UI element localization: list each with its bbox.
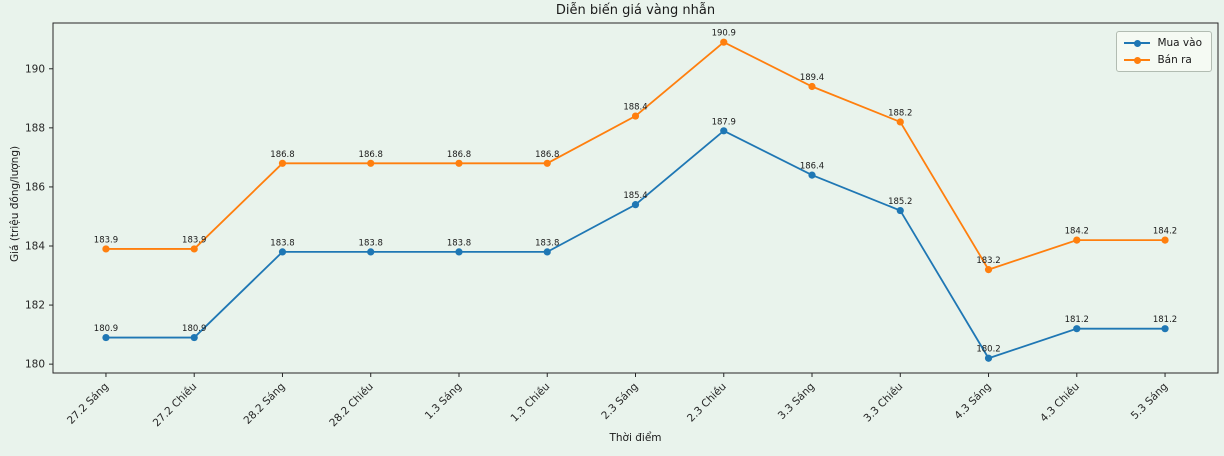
y-tick-label: 188 <box>25 122 45 134</box>
data-point-marker <box>278 159 287 167</box>
data-point-marker <box>808 171 816 179</box>
data-point-label: 183.9 <box>182 235 206 245</box>
x-tick-label: 5.3 Sáng <box>1129 381 1170 422</box>
data-point-label: 185.2 <box>888 197 912 207</box>
x-tick-label: 27.2 Sáng <box>65 381 111 427</box>
data-point-label: 180.9 <box>182 324 206 334</box>
data-point-label: 190.9 <box>712 29 736 39</box>
x-axis-title: Thời điểm <box>609 432 662 444</box>
data-point-marker <box>543 248 551 256</box>
data-point-marker <box>1161 236 1169 244</box>
x-tick-label: 28.2 Chiều <box>327 381 376 430</box>
series-line-0 <box>105 129 1166 360</box>
legend-item-ban-ra: Bán ra <box>1124 54 1202 66</box>
data-point-label: 183.8 <box>270 238 294 248</box>
y-tick-label: 190 <box>25 63 45 75</box>
data-point-marker <box>720 38 728 46</box>
data-point-marker <box>1073 325 1081 333</box>
x-tick-label: 1.3 Sáng <box>423 381 464 422</box>
data-point-marker <box>367 248 375 256</box>
legend-item-mua-vao: Mua vào <box>1124 37 1202 49</box>
data-point-marker <box>631 112 640 120</box>
x-tick-label: 3.3 Sáng <box>776 381 817 422</box>
legend-label-mua-vao: Mua vào <box>1157 37 1202 49</box>
data-point-marker <box>102 333 110 342</box>
data-point-label: 189.4 <box>800 73 824 83</box>
data-point-label: 183.9 <box>94 235 118 245</box>
legend-line-marker-icon <box>1124 39 1151 48</box>
y-tick-label: 186 <box>25 181 45 193</box>
data-point-label: 183.8 <box>447 238 471 248</box>
y-tick-label: 180 <box>25 359 45 371</box>
data-point-marker <box>896 206 904 215</box>
series-line-1 <box>105 41 1166 271</box>
data-point-label: 186.8 <box>270 150 294 160</box>
data-point-marker <box>896 118 904 126</box>
y-tick-label: 182 <box>25 300 45 312</box>
data-point-marker <box>367 159 375 167</box>
data-point-marker <box>1161 325 1169 333</box>
data-point-label: 186.4 <box>800 162 824 172</box>
data-point-label: 185.4 <box>623 191 647 201</box>
data-point-label: 180.2 <box>976 345 1000 355</box>
data-point-marker <box>190 333 198 342</box>
data-point-label: 183.2 <box>976 256 1000 266</box>
data-point-marker <box>984 266 993 274</box>
data-point-marker <box>278 248 287 256</box>
legend-label-ban-ra: Bán ra <box>1157 54 1192 66</box>
data-point-marker <box>543 159 551 167</box>
data-point-label: 184.2 <box>1065 227 1089 237</box>
data-point-marker <box>984 354 993 362</box>
x-tick-label: 3.3 Chiều <box>862 381 906 425</box>
x-tick-label: 2.3 Chiều <box>685 381 729 425</box>
data-point-label: 186.8 <box>359 150 383 160</box>
data-point-label: 187.9 <box>712 117 736 127</box>
data-point-label: 186.8 <box>535 150 559 160</box>
data-point-marker <box>1073 236 1081 244</box>
legend: Mua vào Bán ra <box>1116 31 1212 72</box>
x-tick-label: 27.2 Chiều <box>151 381 200 430</box>
data-point-marker <box>631 201 640 209</box>
data-point-label: 181.2 <box>1065 315 1089 325</box>
x-tick-label: 4.3 Sáng <box>952 381 993 422</box>
x-tick-label: 1.3 Chiều <box>508 381 552 425</box>
data-point-marker <box>720 127 728 135</box>
data-point-label: 183.8 <box>359 238 383 248</box>
data-point-label: 183.8 <box>535 238 559 248</box>
data-point-label: 184.2 <box>1153 227 1177 237</box>
chart-title: Diễn biến giá vàng nhẫn <box>555 3 716 18</box>
legend-line-marker-icon <box>1124 56 1151 65</box>
data-point-label: 180.9 <box>94 324 118 334</box>
data-point-marker <box>190 245 198 253</box>
x-tick-label: 2.3 Sáng <box>599 381 640 422</box>
data-point-label: 188.4 <box>623 103 647 113</box>
y-tick-label: 184 <box>25 240 45 252</box>
data-point-label: 188.2 <box>888 108 912 118</box>
data-point-marker <box>455 159 463 167</box>
data-point-marker <box>102 245 110 253</box>
x-tick-label: 4.3 Chiều <box>1038 381 1082 425</box>
data-point-marker <box>808 82 816 91</box>
x-tick-label: 28.2 Sáng <box>242 381 288 427</box>
data-point-label: 181.2 <box>1153 315 1177 325</box>
data-point-label: 186.8 <box>447 150 471 160</box>
data-point-marker <box>455 248 463 256</box>
